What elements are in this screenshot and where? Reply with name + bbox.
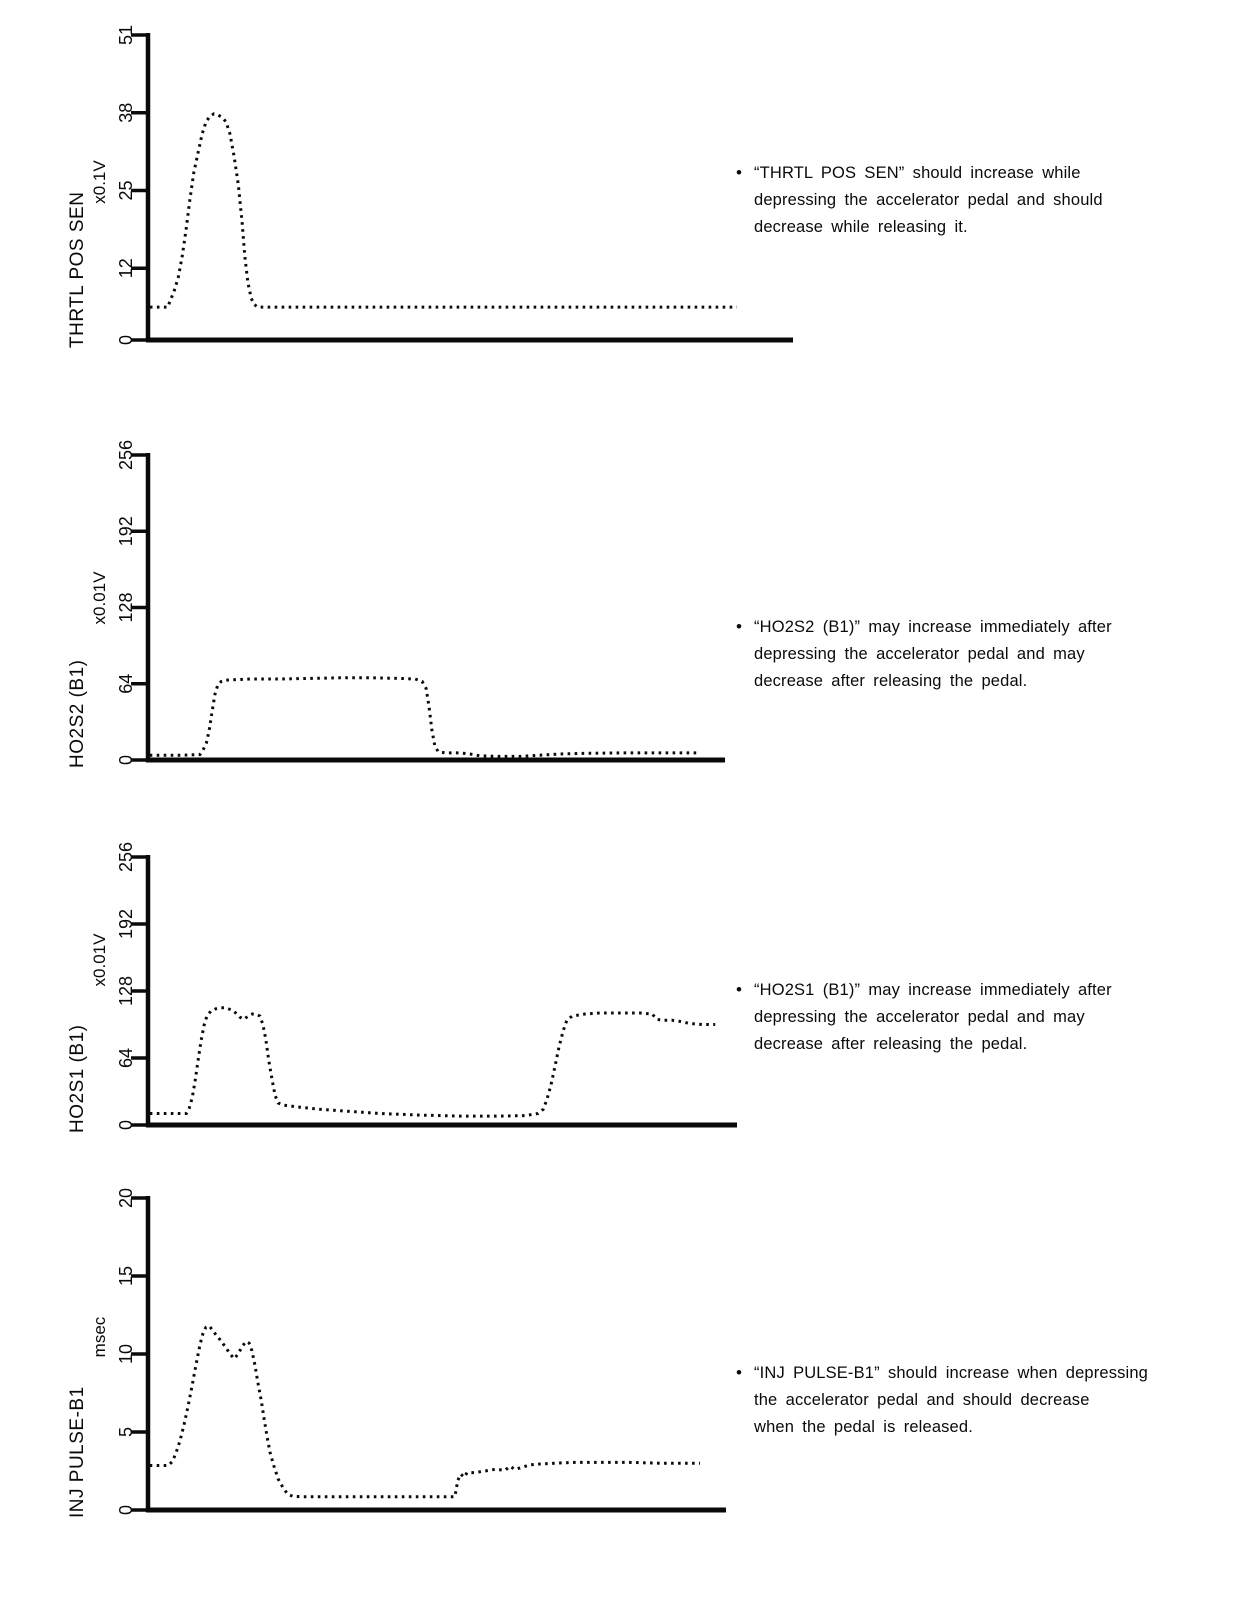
y-tick-label: 128	[116, 976, 136, 1006]
y-tick-label: 256	[116, 842, 136, 872]
bullet-icon: •	[736, 163, 743, 182]
chart-inj-pulse-b1: 0 5 10 15 20 msec INJ PULSE-B1	[67, 1188, 726, 1518]
y-tick-label: 20	[116, 1188, 136, 1208]
y-axis-title: INJ PULSE-B1	[67, 1386, 88, 1518]
y-tick-label: 12	[116, 258, 136, 278]
y-tick-label: 256	[116, 440, 136, 470]
note-line: decrease while releasing it.	[754, 218, 968, 236]
note-line: depressing the accelerator pedal and may	[754, 1008, 1085, 1026]
y-tick-label: 0	[116, 755, 136, 765]
note-text: “THRTL POS SEN” should increase while de…	[754, 160, 1184, 241]
note-line: “HO2S1 (B1)” may increase immediately af…	[754, 981, 1112, 999]
y-tick-label: 192	[116, 516, 136, 546]
y-tick-label: 51	[116, 25, 136, 45]
y-axis-title: THRTL POS SEN	[67, 192, 88, 348]
note-inj-pulse-b1: • “INJ PULSE-B1” should increase when de…	[736, 1360, 1184, 1441]
note-ho2s1-b1: • “HO2S1 (B1)” may increase immediately …	[736, 977, 1184, 1058]
note-line: depressing the accelerator pedal and sho…	[754, 191, 1103, 209]
y-tick-label: 64	[116, 1048, 136, 1068]
note-line: “INJ PULSE-B1” should increase when depr…	[754, 1364, 1148, 1382]
y-tick-label: 15	[116, 1266, 136, 1286]
note-line: decrease after releasing the pedal.	[754, 1035, 1028, 1053]
note-line: when the pedal is released.	[754, 1418, 973, 1436]
y-tick-label: 25	[116, 180, 136, 200]
chart-ho2s1-b1-: 0 64 128 192 256 x0.01V HO2S1 (B1)	[67, 842, 737, 1133]
note-line: “THRTL POS SEN” should increase while	[754, 164, 1081, 182]
chart-ho2s2-b1-: 0 64 128 192 256 x0.01V HO2S2 (B1)	[67, 440, 725, 768]
note-thrtl-pos-sen: • “THRTL POS SEN” should increase while …	[736, 160, 1184, 241]
y-axis-title: HO2S2 (B1)	[67, 660, 88, 768]
note-line: decrease after releasing the pedal.	[754, 672, 1028, 690]
y-tick-label: 0	[116, 335, 136, 345]
note-line: the accelerator pedal and should decreas…	[754, 1391, 1090, 1409]
bullet-icon: •	[736, 1363, 743, 1382]
y-axis-title: HO2S1 (B1)	[67, 1025, 88, 1133]
y-tick-label: 38	[116, 103, 136, 123]
y-tick-label: 10	[116, 1344, 136, 1364]
bullet-icon: •	[736, 617, 743, 636]
y-tick-label: 5	[116, 1427, 136, 1437]
y-unit-label: msec	[90, 1316, 109, 1357]
series-ho2s1-b1-trace	[149, 1006, 716, 1118]
note-ho2s2-b1: • “HO2S2 (B1)” may increase immediately …	[736, 614, 1184, 695]
series-inj-pulse-b1-trace	[149, 1324, 700, 1499]
y-tick-label: 64	[116, 674, 136, 694]
note-text: “HO2S2 (B1)” may increase immediately af…	[754, 614, 1184, 695]
y-tick-label: 0	[116, 1120, 136, 1130]
y-tick-label: 192	[116, 909, 136, 939]
y-tick-label: 128	[116, 592, 136, 622]
note-text: “INJ PULSE-B1” should increase when depr…	[754, 1360, 1184, 1441]
note-text: “HO2S1 (B1)” may increase immediately af…	[754, 977, 1184, 1058]
y-unit-label: x0.1V	[90, 160, 109, 204]
bullet-icon: •	[736, 980, 743, 999]
note-line: depressing the accelerator pedal and may	[754, 645, 1085, 663]
y-unit-label: x0.01V	[90, 571, 109, 625]
y-tick-label: 0	[116, 1505, 136, 1515]
series-thrtl-pos-sen-trace	[149, 112, 737, 309]
y-unit-label: x0.01V	[90, 933, 109, 987]
note-line: “HO2S2 (B1)” may increase immediately af…	[754, 618, 1112, 636]
series-ho2s2-b1-trace	[149, 676, 701, 758]
